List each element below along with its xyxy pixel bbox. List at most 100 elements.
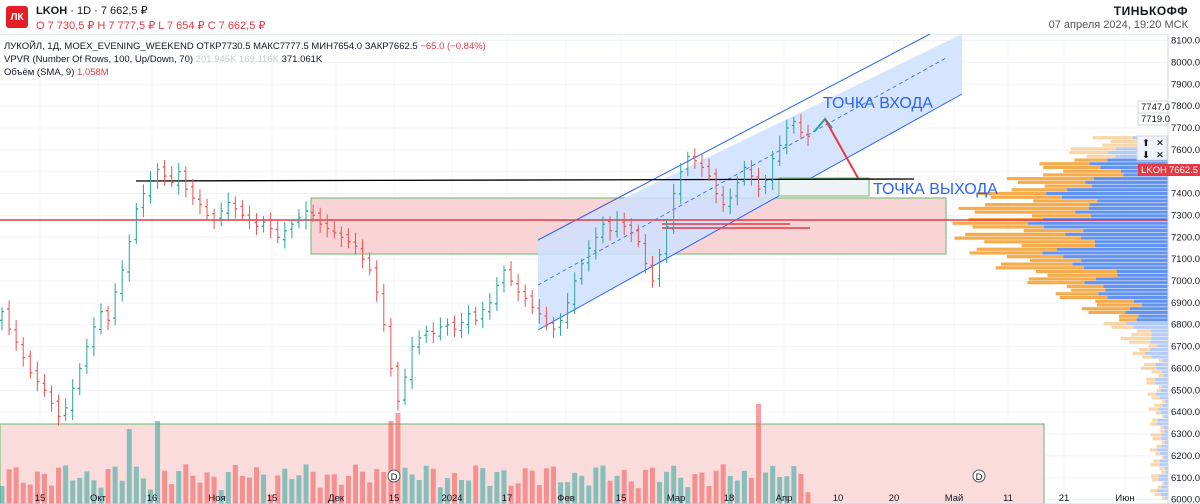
vp-row-up [1102,143,1140,147]
volume-bar [550,466,556,504]
vp-row-down [1107,295,1168,300]
vp-row-up [1047,273,1118,277]
volume-bar [642,469,648,504]
ticker-symbol[interactable]: LKOH [36,5,68,17]
time-tick: Июн [1115,493,1134,504]
volume-bar [324,474,330,504]
vp-row-down [1089,162,1168,166]
legend-vpvr-line[interactable]: VPVR (Number Of Rows, 100, Up/Down, 70) … [4,54,323,65]
price-axis[interactable] [1168,34,1200,504]
vp-row-down [1154,381,1168,385]
vp-row-down [1165,400,1168,404]
legend-volume-line[interactable]: Объём (SMA, 9) 1.058M [4,67,109,78]
time-tick: Апр [776,493,793,504]
vp-row-down [1151,333,1168,337]
volume-bar [473,465,479,504]
time-tick: 15 [35,493,46,504]
vp-row-up [974,210,1076,214]
vp-row-up [1021,243,1095,248]
vp-row-up [1159,359,1163,363]
ohlc-values: O 7 730,5 ₽ H 7 777,5 ₽ L 7 654 ₽ C 7 66… [36,20,266,32]
vp-row-up [1071,288,1106,292]
vp-row-down [1162,359,1168,363]
price-tool-buttons[interactable]: ⬆ ✕ ⬇ ✕ [1136,135,1168,161]
vp-row-up [1017,180,1086,184]
volume-bar [303,464,309,504]
price-channel [538,34,962,330]
vp-row-down [1098,292,1168,296]
volume-bar [565,482,571,504]
vp-row-up [1088,310,1126,315]
vp-row-down [1089,203,1168,207]
vp-row-up [1059,295,1108,300]
volume-bar [282,468,288,504]
vp-row-up [1036,269,1118,274]
brand-logo: ТИНЬКОФФ [1113,4,1188,18]
vp-row-down [1130,307,1168,311]
svg-text:D: D [391,472,398,483]
vp-row-up [1033,199,1098,203]
volume-bar [494,472,500,504]
volume-bar [239,475,245,504]
vp-row-up [1023,229,1084,233]
vp-row-up [1159,466,1165,471]
vp-row-up [1152,418,1158,422]
dividend-marker-2[interactable]: D [972,469,986,483]
vp-row-up [1055,292,1099,296]
volume-bar [176,471,182,504]
volume-bar [628,481,634,504]
datetime: 07 апреля 2024, 19:20 МСК [1048,19,1188,31]
vp-row-up [1095,299,1134,303]
buy-icon: ⬆ [1142,138,1150,149]
volume-bar [770,465,776,504]
vp-row-up [1150,489,1158,493]
price-tick: 6700.0 [1171,342,1200,353]
vp-row-down [1090,214,1168,218]
time-axis[interactable]: 15 Окт 16 Ноя 15 Дек 15 2024 17 Фев 15 Мар 18 Апр 10 20… [35,493,1135,504]
volume-bar [748,477,754,504]
vp-row-down [1156,422,1168,426]
volume-bar [77,477,83,504]
vp-row-down [1164,481,1168,485]
entry-label: ТОЧКА ВХОДА [823,95,933,112]
vp-row-down [1096,277,1168,281]
dividend-marker-1[interactable]: D [387,469,401,483]
vp-row-down [1125,310,1168,315]
volume-bar [515,483,521,504]
resistance-level[interactable] [135,178,915,182]
vp-row-up [1029,258,1082,262]
time-tick: Мар [667,493,686,504]
vp-row-up [1155,411,1161,415]
vp-row-down [1151,355,1168,359]
legend-price-line[interactable]: ЛУКОЙЛ, 1Д, MOEX_EVENING_WEEKEND ОТКР773… [4,41,486,52]
volume-bar [225,472,231,504]
vp-row-up [1152,478,1159,482]
vp-row-down [1105,288,1168,292]
price-axis-ticks: 8100.08000.07900.07800.07700.07600.07500… [1171,36,1200,504]
timeframe[interactable]: 1D [76,5,92,17]
exit-arrow [824,118,859,179]
vp-row-down [1161,437,1168,441]
vp-row-up [1147,392,1157,396]
volume-bar [310,471,316,504]
volume-bar [91,480,97,504]
vp-row-up [1151,370,1162,374]
price-chart[interactable]: ТОЧКА ВХОДА ТОЧКА ВЫХОДА D D 8100.0 8000.… [0,34,1200,504]
vp-row-up [1162,400,1166,404]
vp-row-down [1117,273,1168,277]
time-tick: Фев [557,493,575,504]
price-tick: 7800.0 [1171,101,1200,112]
volume-bar [671,465,677,504]
price-tag-upper-2: 7719.0 [1137,112,1170,126]
volume-bar [388,421,394,504]
vp-row-up [1150,422,1157,426]
time-tick: 20 [889,493,900,504]
vp-row-down [1164,455,1168,459]
ticker-price-tag: LKOH 7662.5 [1138,164,1200,176]
vp-row-down [1083,266,1168,270]
time-tick: 18 [724,493,735,504]
vp-row-up [1152,437,1162,441]
vp-row-down [1097,199,1168,203]
vp-row-up [972,225,1044,229]
vp-row-up [1158,373,1164,378]
